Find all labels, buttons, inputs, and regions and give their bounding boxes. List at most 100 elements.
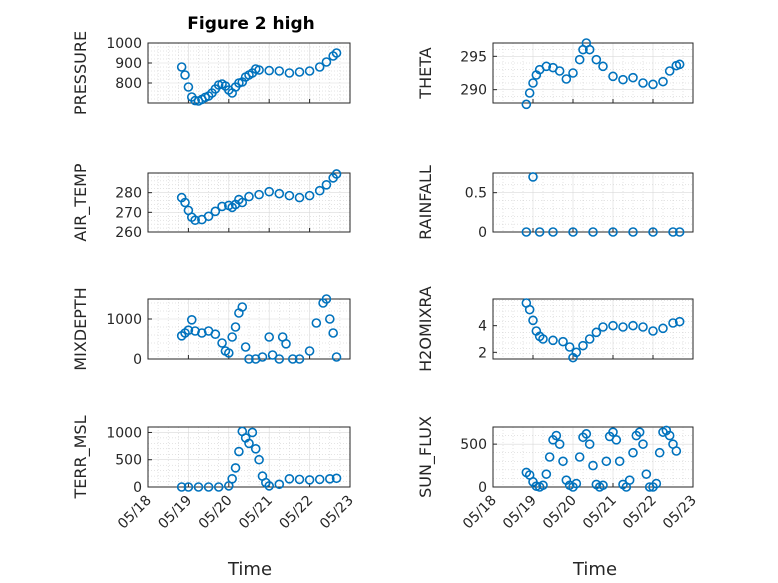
y-axis-label: TERR_MSL (71, 415, 91, 499)
x-tick-label: 05/23 (660, 493, 700, 533)
data-point (521, 227, 532, 237)
y-tick-label: 280 (115, 186, 142, 202)
data-point (561, 74, 572, 84)
data-point (274, 188, 285, 199)
data-point (190, 95, 200, 106)
axis-frame (147, 298, 351, 360)
y-axis-label: MIXDEPTH (71, 287, 90, 370)
data-point (254, 65, 264, 75)
data-point (180, 197, 190, 208)
data-point (591, 327, 602, 338)
data-point (331, 48, 342, 58)
data-point (311, 318, 322, 328)
data-point (601, 456, 612, 467)
data-point (588, 227, 598, 237)
data-point (183, 82, 194, 92)
data-point (227, 474, 237, 484)
y-tick-label: 0 (133, 480, 142, 496)
data-point (304, 190, 315, 201)
subplot-theta: 290 295 THETA (416, 38, 694, 110)
x-tick-label: 05/23 (317, 493, 357, 533)
subplot-grid: 800 900 1000 PRESSURE 290 295 THETA 260 270 280 AI… (71, 31, 700, 532)
data-point (611, 435, 622, 445)
data-point (267, 350, 278, 360)
data-point (664, 66, 675, 76)
data-point (608, 427, 618, 437)
data-point (294, 474, 305, 485)
data-point (304, 66, 315, 76)
data-point (624, 475, 635, 485)
y-tick-label: 1000 (106, 425, 142, 441)
data-point (618, 74, 628, 85)
data-point (628, 320, 638, 331)
data-point (598, 322, 608, 332)
y-tick-label: 0 (478, 225, 487, 241)
data-point (230, 322, 241, 332)
data-point (304, 475, 315, 485)
data-point (564, 342, 575, 352)
axis-frame (492, 42, 694, 104)
y-tick-label: 260 (115, 225, 142, 241)
axis-frame (492, 172, 694, 233)
y-tick-label: 4 (478, 319, 487, 335)
data-point (528, 172, 538, 182)
subplot-pressure: 800 900 1000 PRESSURE (71, 31, 351, 115)
data-point (321, 57, 332, 67)
y-tick-label: 500 (460, 437, 487, 453)
y-tick-label: 1000 (106, 36, 142, 52)
y-axis-label: SUN_FLUX (416, 416, 436, 498)
subplot-sun-flux: 0 500 05/18 05/19 05/20 05/21 05/22 05/23 SUN_FL… (416, 416, 700, 532)
data-point (674, 59, 685, 70)
subplot-rainfall: 0 0.5 RAINFALL (416, 165, 694, 241)
data-point (331, 473, 342, 484)
x-axis-label-right: Time (572, 559, 617, 580)
data-point (294, 67, 305, 77)
x-tick-label: 05/22 (620, 493, 660, 533)
data-point (641, 469, 652, 479)
data-point (588, 460, 598, 471)
data-point (180, 70, 190, 80)
data-point (190, 215, 200, 225)
y-tick-label: 800 (115, 76, 142, 92)
data-point (554, 66, 565, 76)
data-point (284, 474, 295, 484)
data-point (571, 478, 582, 489)
data-point (183, 482, 194, 492)
subplot-mixdepth: 0 1000 MIXDEPTH (71, 287, 351, 371)
data-point (628, 227, 638, 237)
data-point (568, 227, 578, 237)
data-point (210, 206, 221, 217)
data-point (257, 352, 268, 362)
data-point (608, 71, 618, 82)
data-point (634, 427, 645, 437)
data-point (654, 447, 665, 458)
y-tick-label: 1000 (106, 312, 142, 328)
data-point (638, 322, 648, 332)
data-point (254, 454, 264, 465)
x-tick-label: 05/19 (500, 493, 540, 533)
data-point (274, 66, 285, 76)
y-tick-label: 900 (115, 56, 142, 72)
data-point (287, 354, 298, 364)
x-tick-label: 05/22 (277, 493, 317, 533)
data-point (528, 315, 538, 326)
data-point (614, 456, 625, 467)
data-point (176, 62, 187, 72)
data-point (524, 88, 535, 98)
data-point (668, 318, 678, 328)
y-tick-label: 2 (478, 345, 487, 361)
data-point (250, 444, 261, 454)
y-tick-label: 0 (133, 352, 142, 368)
data-point (227, 332, 237, 342)
data-point (578, 340, 588, 351)
y-tick-label: 270 (115, 205, 142, 221)
data-point (638, 439, 648, 449)
data-point (648, 79, 658, 90)
data-point (244, 354, 254, 364)
data-point (521, 99, 532, 110)
x-tick-label: 05/21 (580, 493, 620, 533)
data-point (264, 65, 275, 76)
data-point (638, 78, 648, 88)
y-axis-label: PRESSURE (71, 31, 90, 115)
